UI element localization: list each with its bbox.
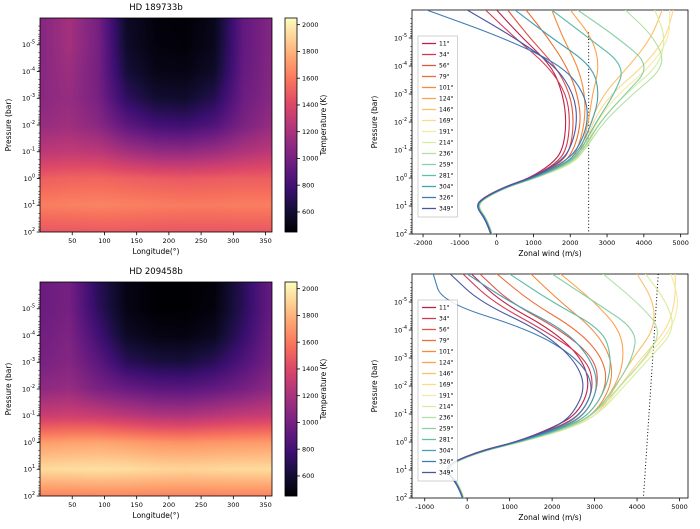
hd209458b-temperature-heatmap-canvas bbox=[2, 266, 338, 526]
panel-hd189733b-temperature-map: HD 189733b bbox=[2, 2, 338, 262]
panel-hd189733b-zonal-wind bbox=[366, 2, 698, 262]
hd209458b-zonal-wind-canvas bbox=[366, 266, 698, 526]
plot-title-hd209458b: HD 209458b bbox=[129, 267, 183, 277]
panel-hd209458b-zonal-wind bbox=[366, 266, 698, 526]
hd189733b-zonal-wind-canvas bbox=[366, 2, 698, 262]
hd189733b-temperature-heatmap-canvas bbox=[2, 2, 338, 262]
plot-title-hd189733b: HD 189733b bbox=[129, 3, 183, 13]
panel-hd209458b-temperature-map: HD 209458b bbox=[2, 266, 338, 526]
